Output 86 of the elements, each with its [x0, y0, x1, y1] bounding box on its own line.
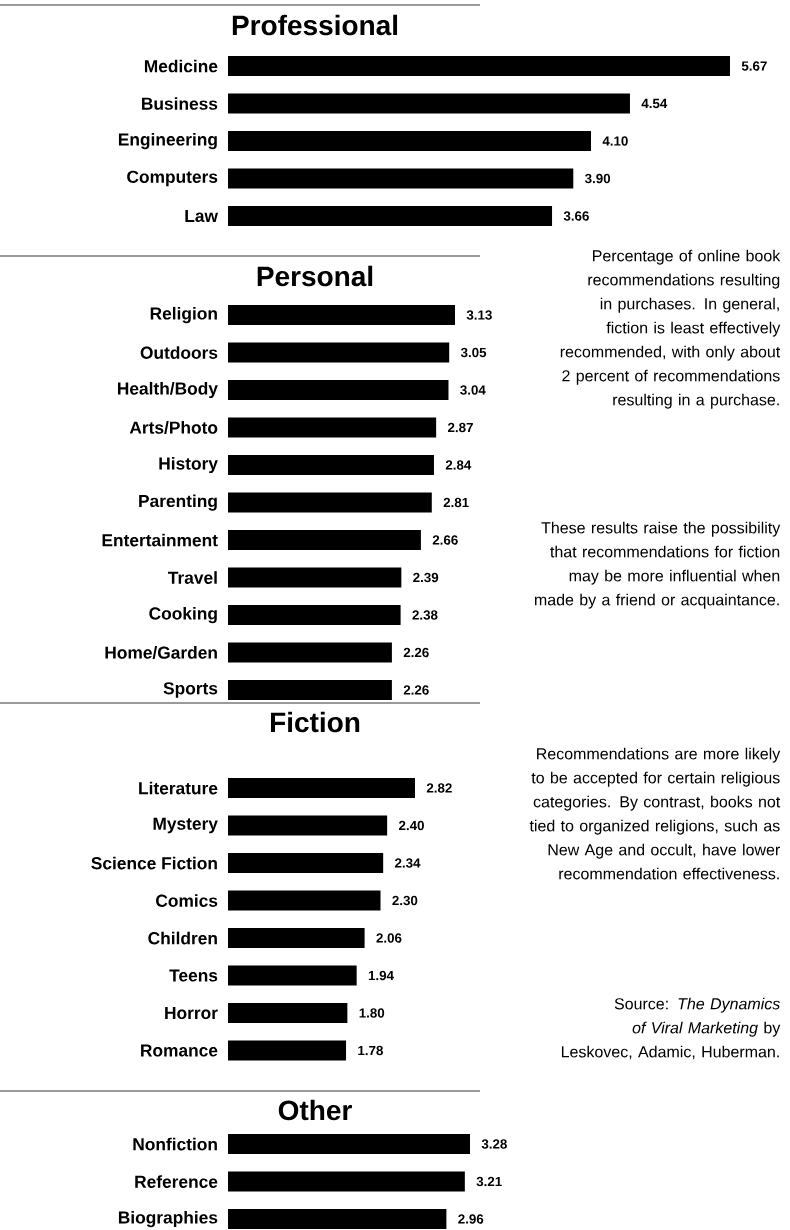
y-tick-label: Engineering: [118, 132, 217, 150]
bar: [228, 680, 392, 701]
y-tick-label: Entertainment: [102, 533, 218, 547]
y-tick-label: Medicine: [144, 59, 218, 73]
chart-title: Fiction: [271, 711, 360, 733]
data-label: 1.94: [368, 970, 394, 981]
bar: [228, 455, 434, 476]
bar: [228, 93, 630, 114]
data-label: 5.67: [741, 61, 767, 71]
y-tick-label: Mystery: [153, 817, 218, 834]
bar: [228, 305, 455, 326]
data-label: 4.10: [602, 136, 628, 146]
bar: [228, 131, 591, 152]
data-label: 3.21: [476, 1176, 502, 1187]
y-tick-label: Religion: [150, 306, 217, 324]
data-label: 2.96: [458, 1214, 484, 1224]
bar: [228, 853, 384, 874]
y-tick-label: Home/Garden: [105, 646, 217, 659]
bar: [228, 605, 401, 626]
data-label: 3.66: [563, 211, 589, 221]
y-tick-label: Health/Body: [117, 381, 218, 399]
data-label: 2.40: [398, 820, 424, 831]
data-label: 2.38: [412, 610, 438, 620]
bar: [228, 380, 449, 401]
y-tick-label: Computers: [127, 170, 218, 187]
y-tick-label: Business: [142, 97, 218, 110]
data-label: 3.28: [481, 1139, 507, 1149]
y-tick-label: Horror: [165, 1006, 218, 1020]
y-tick-label: Outdoors: [140, 346, 218, 359]
text: Recommendations are more likely to be accepted for certain religious categories. By contrast, books not tied to organized religions, such as New Age and occult, have lower recommendation effectiveness.: [529, 747, 781, 880]
y-tick-label: Reference: [135, 1175, 218, 1188]
y-tick-label: History: [159, 456, 218, 474]
bar: [228, 642, 392, 663]
bar: [228, 928, 365, 949]
data-label: 2.30: [392, 895, 418, 906]
chart-title: Professional: [232, 14, 398, 36]
bar: [228, 1040, 347, 1061]
bar: [228, 778, 415, 799]
data-label: 2.34: [395, 858, 421, 868]
data-label: 2.39: [413, 572, 439, 583]
data-label: 2.66: [432, 535, 458, 545]
bar: [228, 342, 450, 363]
y-tick-label: Literature: [139, 781, 218, 795]
bar: [228, 1003, 348, 1024]
y-tick-label: Comics: [156, 894, 218, 907]
y-tick-label: Travel: [168, 571, 217, 584]
bar: [228, 567, 402, 588]
y-tick-label: Parenting: [139, 494, 217, 511]
y-tick-label: Cooking: [149, 606, 217, 624]
data-label: 2.81: [443, 497, 469, 508]
data-label: 2.82: [426, 783, 452, 793]
chart-title: Personal: [257, 265, 373, 287]
data-label: 3.13: [466, 310, 492, 320]
data-label: 3.04: [460, 385, 486, 395]
data-label: 2.84: [445, 460, 472, 470]
data-label: 2.87: [447, 422, 473, 433]
source-note: Source: The Dynamics of Viral Marketing by Leskovec, Adamic, Huberman.: [561, 997, 781, 1060]
y-tick-label: Science Fiction: [91, 856, 217, 870]
y-tick-label: Sports: [163, 682, 218, 698]
text: Percentage of online book recommendations resulting in purchases. In general, fiction is least effectively recommended, with only about 2 percent of recommendations resulting in a purchase.: [560, 249, 781, 409]
data-label: 4.54: [641, 98, 668, 109]
y-tick-label: Law: [185, 209, 218, 223]
chart-title: Other: [278, 1099, 352, 1121]
bar: [228, 815, 388, 836]
data-label: 2.26: [403, 647, 429, 658]
data-label: 2.06: [376, 933, 402, 943]
data-label: 1.78: [358, 1045, 383, 1056]
bar: [228, 417, 437, 438]
bar: [228, 530, 421, 551]
data-label: 2.26: [403, 685, 429, 695]
y-tick-label: Teens: [169, 969, 218, 982]
bar: [228, 492, 432, 513]
bar: [228, 965, 357, 986]
bar: [228, 168, 574, 189]
text: These results raise the possibility that recommendations for fiction may be more influential when made by a friend or acquaintance.: [534, 521, 781, 609]
bar: [228, 56, 730, 77]
y-tick-label: Nonfiction: [133, 1137, 217, 1151]
bar: [228, 890, 381, 911]
y-tick-label: Biographies: [118, 1210, 218, 1228]
data-label: 1.80: [359, 1008, 385, 1018]
bar: [228, 206, 553, 227]
data-label: 3.90: [584, 173, 611, 184]
data-label: 3.05: [460, 347, 487, 358]
y-tick-label: Romance: [141, 1044, 218, 1057]
y-tick-label: Arts/Photo: [129, 421, 218, 434]
y-tick-label: Children: [148, 931, 217, 945]
